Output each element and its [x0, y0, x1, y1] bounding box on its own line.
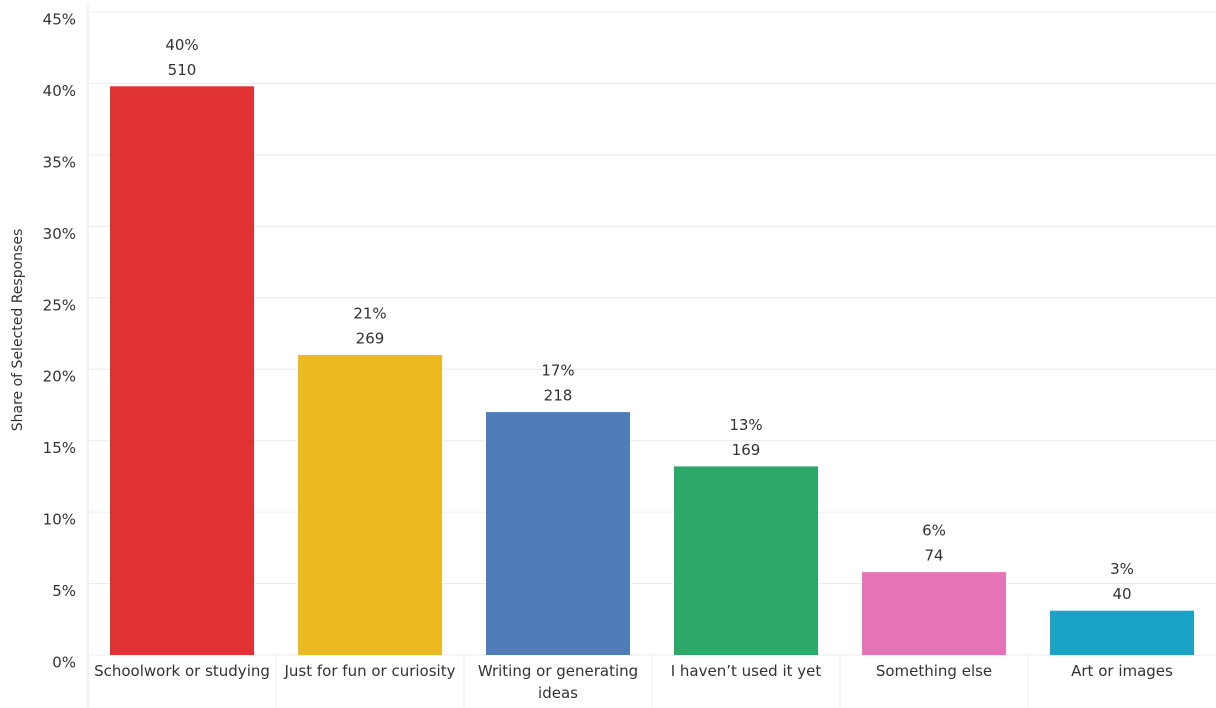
y-tick-label: 35% [43, 153, 76, 171]
x-tick-label: Schoolwork or studying [94, 662, 270, 680]
y-axis-label: Share of Selected Responses [10, 229, 26, 431]
count-label: 269 [356, 329, 385, 347]
bar [1050, 610, 1194, 655]
x-tick-label: Art or images [1071, 662, 1173, 680]
y-tick-label: 20% [43, 368, 76, 386]
x-tick-label: Something else [875, 662, 993, 680]
bar [862, 572, 1006, 655]
bar [486, 412, 630, 655]
count-label: 510 [168, 61, 197, 79]
y-tick-label: 40% [43, 82, 76, 100]
y-tick-label: 15% [43, 439, 76, 457]
count-label: 74 [924, 547, 943, 565]
value-label: 6% [922, 522, 946, 540]
y-tick-label: 25% [43, 296, 76, 314]
value-label: 17% [541, 362, 574, 380]
count-label: 169 [732, 441, 761, 459]
bar [110, 86, 254, 655]
y-tick-label: 45% [43, 11, 76, 29]
value-label: 3% [1110, 560, 1134, 578]
y-tick-label: 10% [43, 511, 76, 529]
value-label: 21% [353, 304, 386, 322]
x-tick-label: Just for fun or curiosity [284, 662, 456, 680]
value-label: 40% [165, 36, 198, 54]
y-tick-label: 30% [43, 225, 76, 243]
y-tick-label: 0% [52, 654, 76, 672]
bar [298, 354, 442, 655]
x-tick-label: I haven’t used it yet [670, 662, 822, 680]
bar [674, 466, 818, 655]
count-label: 40 [1112, 585, 1131, 603]
x-tick-label: Writing or generating ideas [477, 662, 639, 702]
count-label: 218 [544, 387, 573, 405]
y-tick-label: 5% [52, 582, 76, 600]
value-label: 13% [729, 416, 762, 434]
